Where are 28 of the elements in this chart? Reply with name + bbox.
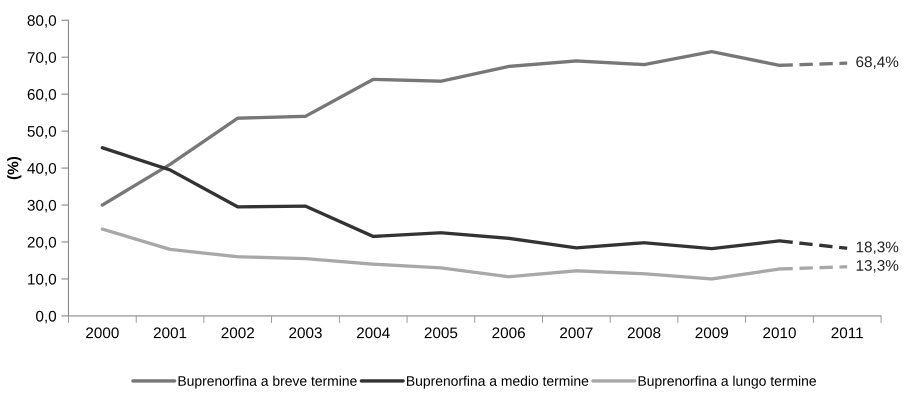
x-tick-label: 2004 xyxy=(356,327,390,338)
x-tick-label: 2010 xyxy=(763,327,796,338)
y-tick-label: 60,0 xyxy=(28,89,56,102)
x-tick-label: 2007 xyxy=(560,327,593,338)
x-tick-label: 2008 xyxy=(628,327,660,338)
x-tick-label: 2001 xyxy=(154,327,186,338)
data-label: 68,4% xyxy=(856,56,898,70)
legend-label: Buprenorfina a lungo termine xyxy=(638,376,816,389)
y-tick-label: 40,0 xyxy=(27,162,56,176)
legend-label: Buprenorfina a medio termine xyxy=(407,376,588,389)
y-tick-label: 50,0 xyxy=(28,126,56,139)
x-tick-label: 2005 xyxy=(424,327,458,338)
x-tick-label: 2009 xyxy=(696,327,728,338)
y-tick-label: 80,0 xyxy=(28,15,56,28)
x-tick-label: 2002 xyxy=(222,327,254,338)
y-tick-label: 70,0 xyxy=(28,52,56,65)
y-tick-label: 20,0 xyxy=(28,236,56,250)
x-tick-label: 2003 xyxy=(289,327,322,338)
x-tick-label: 2006 xyxy=(492,327,525,338)
x-tick-label: 2011 xyxy=(832,327,863,338)
x-tick-label: 2000 xyxy=(86,327,119,338)
data-label: 18,3% xyxy=(856,242,898,254)
y-tick-label: 0,0 xyxy=(36,310,56,324)
y-tick-label: 10,0 xyxy=(28,274,56,286)
y-axis-title: (%) xyxy=(7,156,22,180)
legend-label: Buprenorfina a breve termine xyxy=(178,376,357,389)
data-label: 13,3% xyxy=(856,260,898,273)
y-tick-label: 30,0 xyxy=(28,200,56,213)
